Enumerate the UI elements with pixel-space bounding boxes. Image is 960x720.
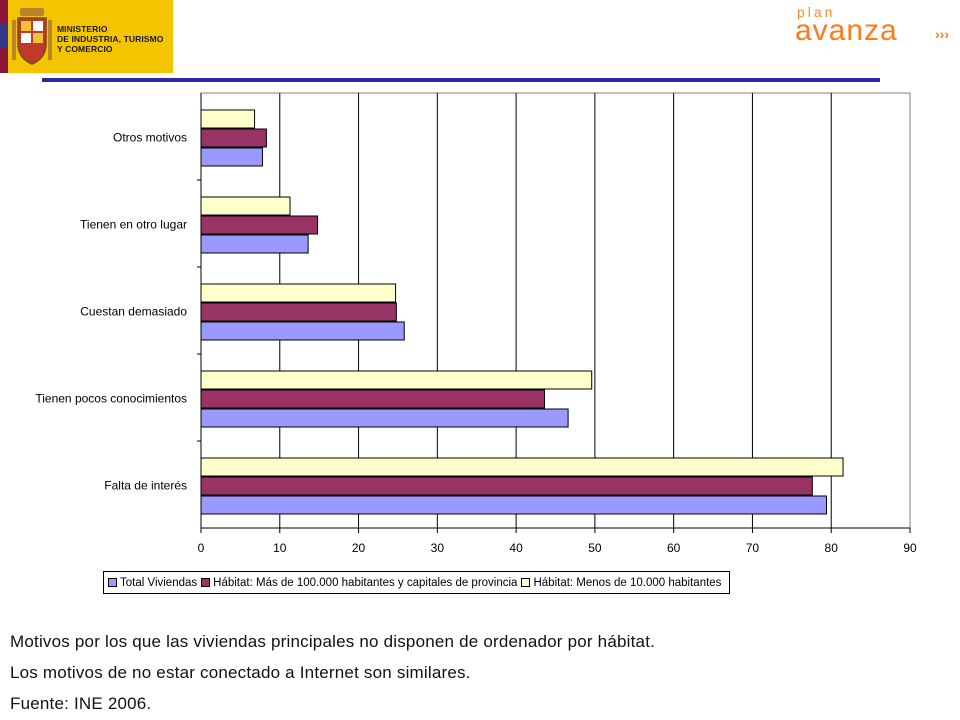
x-tick-label: 90 — [903, 541, 917, 555]
bar — [200, 196, 291, 216]
x-tick-label: 80 — [825, 541, 839, 555]
x-tick-label: 30 — [431, 541, 445, 555]
legend-item: Hábitat: Más de 100.000 habitantes y cap… — [201, 577, 517, 589]
bar — [200, 302, 397, 322]
ministry-line: DE INDUSTRIA, TURISMO — [57, 34, 164, 44]
x-tick-label: 40 — [509, 541, 523, 555]
chart-legend: Total Viviendas Hábitat: Más de 100.000 h… — [103, 571, 731, 594]
ministry-name: MINISTERIO DE INDUSTRIA, TURISMO Y COMER… — [57, 24, 163, 54]
x-tick-label: 0 — [198, 541, 205, 555]
category-label: Tienen pocos conocimientos — [35, 392, 187, 406]
category-label: Falta de interés — [104, 479, 187, 493]
bar — [200, 389, 545, 409]
ministry-line: MINISTERIO — [57, 24, 108, 34]
category-label: Tienen en otro lugar — [80, 218, 187, 232]
flag-stripe — [0, 0, 8, 73]
legend-swatch — [521, 578, 531, 587]
brand-big-text: avanza — [795, 14, 898, 47]
category-label: Cuestan demasiado — [80, 305, 187, 319]
x-tick-label: 50 — [588, 541, 602, 555]
bar — [200, 109, 256, 129]
x-tick-label: 20 — [352, 541, 366, 555]
bar — [200, 457, 844, 477]
bar — [200, 283, 397, 303]
x-tick-label: 70 — [746, 541, 760, 555]
brand-arrows: ››› — [935, 26, 949, 42]
coat-of-arms-icon — [12, 8, 52, 65]
x-tick-label: 10 — [273, 541, 287, 555]
bar-chart: 0 10 20 30 40 50 60 70 80 90 Otros motivos Tienen e… — [35, 92, 917, 555]
x-tick-label: 60 — [667, 541, 681, 555]
header-divider — [42, 78, 880, 82]
bar — [200, 495, 827, 515]
bar — [200, 370, 593, 390]
bar — [200, 234, 309, 254]
category-label: Otros motivos — [113, 131, 187, 145]
legend-item: Hábitat: Menos de 10.000 habitantes — [521, 577, 721, 589]
bar — [200, 321, 405, 341]
caption-line-3: Fuente: INE 2006. — [10, 694, 152, 713]
bar — [200, 215, 319, 235]
legend-item: Total Viviendas — [108, 577, 197, 589]
legend-label: Hábitat: Más de 100.000 habitantes y cap… — [213, 576, 518, 589]
bar — [200, 128, 267, 148]
bar — [200, 147, 263, 167]
legend-label: Total Viviendas — [120, 576, 198, 589]
legend-swatch — [108, 578, 117, 587]
bar — [200, 408, 569, 428]
bar — [200, 476, 813, 496]
plan-avanza-logo: plan avanza ››› — [793, 4, 958, 48]
ministry-line: Y COMERCIO — [57, 44, 113, 54]
legend-swatch — [201, 578, 211, 587]
caption-line-1: Motivos por los que las viviendas princi… — [10, 632, 656, 651]
caption-line-2: Los motivos de no estar conectado a Inte… — [10, 663, 471, 682]
brand-small-text: plan — [797, 4, 836, 20]
legend-label: Hábitat: Menos de 10.000 habitantes — [533, 576, 722, 589]
ministry-logo: MINISTERIO DE INDUSTRIA, TURISMO Y COMER… — [0, 0, 173, 73]
